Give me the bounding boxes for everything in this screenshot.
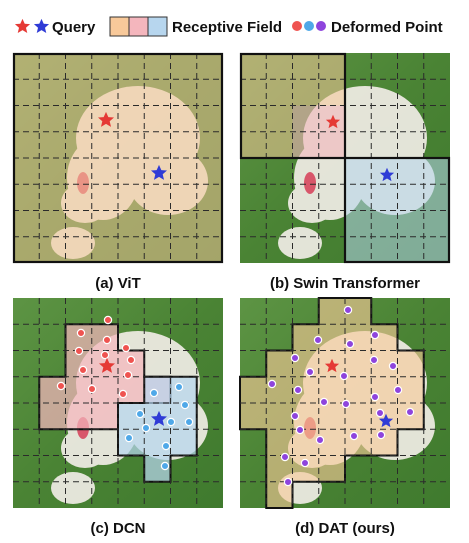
deformed-point — [166, 417, 176, 427]
legend-point-purple-icon — [316, 21, 326, 31]
deformed-point — [315, 435, 325, 445]
deformed-points-red — [56, 315, 136, 399]
legend-deformed-label: Deformed Point — [331, 19, 443, 36]
deformed-point — [74, 346, 84, 356]
legend-field-orange-swatch — [109, 16, 130, 37]
deformed-point — [103, 315, 113, 325]
query-star-red-icon — [14, 18, 31, 34]
deformed-points-blue — [124, 382, 194, 471]
caption-swin: (b) Swin Transformer — [270, 275, 420, 292]
deformed-point — [174, 382, 184, 392]
deformed-points-purple — [267, 305, 415, 487]
legend-point-red-icon — [292, 21, 302, 31]
deformed-point — [118, 389, 128, 399]
deformed-point — [124, 433, 134, 443]
deformed-point — [290, 411, 300, 421]
deformed-point — [121, 343, 131, 353]
deformed-point — [376, 430, 386, 440]
window-border — [343, 156, 451, 264]
deformed-point — [375, 408, 385, 418]
panel-vit — [12, 52, 224, 264]
deformed-point — [341, 399, 351, 409]
query-star-blue-icon — [33, 18, 50, 34]
patch-grid — [13, 53, 223, 263]
legend-point-blue-icon — [304, 21, 314, 31]
deformed-point — [349, 431, 359, 441]
legend-field-label: Receptive Field — [172, 19, 282, 36]
deformed-point — [78, 365, 88, 375]
legend-query-label: Query — [52, 19, 96, 36]
panel-dcn — [13, 298, 223, 508]
deformed-point — [345, 339, 355, 349]
deformed-point — [293, 385, 303, 395]
caption-dcn: (c) DCN — [91, 520, 146, 537]
deformed-point — [100, 350, 110, 360]
deformed-point — [369, 355, 379, 365]
deformed-point — [370, 330, 380, 340]
deformed-point — [161, 441, 171, 451]
deformed-point — [149, 388, 159, 398]
deformed-point — [305, 367, 315, 377]
deformed-point — [405, 407, 415, 417]
window-border — [239, 52, 347, 160]
deformed-point — [295, 425, 305, 435]
deformed-point — [319, 397, 329, 407]
deformed-point — [267, 379, 277, 389]
deformed-point — [141, 423, 151, 433]
deformed-point — [160, 461, 170, 471]
deformed-point — [313, 335, 323, 345]
deformed-point — [87, 384, 97, 394]
panel-swin — [239, 52, 451, 264]
deformed-point — [388, 361, 398, 371]
deformed-point — [393, 385, 403, 395]
deformed-point — [56, 381, 66, 391]
caption-dat: (d) DAT (ours) — [295, 520, 395, 537]
legend: Query Receptive Field Deformed Point — [14, 16, 443, 37]
deformed-point — [123, 370, 133, 380]
deformed-point — [135, 409, 145, 419]
legend-field-pink-swatch — [128, 16, 149, 37]
deformed-point — [184, 417, 194, 427]
deformed-point — [370, 392, 380, 402]
deformed-point — [339, 371, 349, 381]
receptive-field-border — [12, 52, 224, 264]
deformed-point — [300, 458, 310, 468]
deformed-point — [180, 400, 190, 410]
panel-dat — [239, 297, 450, 509]
dog-tongue — [304, 172, 316, 194]
deformed-point — [280, 452, 290, 462]
deformed-point — [283, 477, 293, 487]
deformed-point — [102, 335, 112, 345]
caption-vit: (a) ViT — [95, 275, 141, 292]
legend-field-blue-swatch — [147, 16, 168, 37]
deformed-point — [290, 353, 300, 363]
deformed-point — [126, 355, 136, 365]
deformed-point — [76, 328, 86, 338]
deformed-point — [343, 305, 353, 315]
